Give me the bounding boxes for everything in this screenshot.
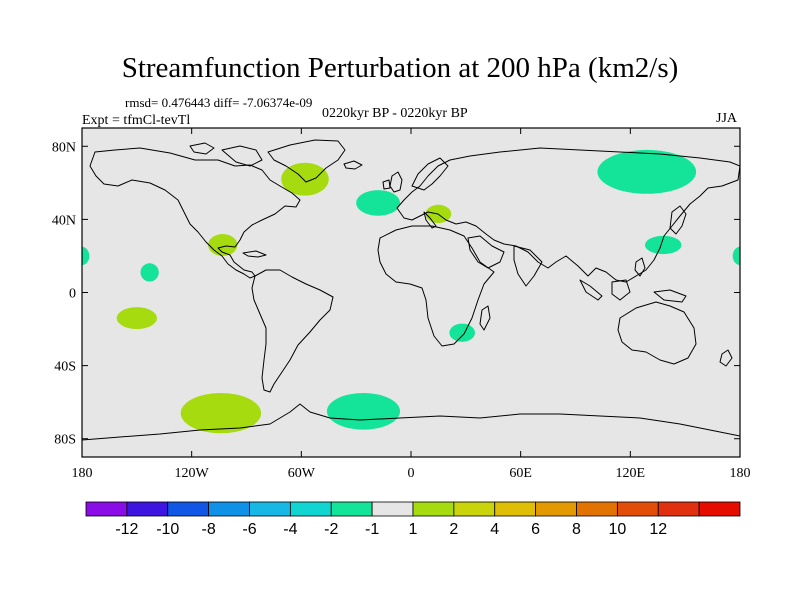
colorbar-label: 12 — [649, 521, 667, 538]
lat-tick-label: 40N — [52, 213, 76, 228]
anomaly-east-asia-north — [597, 149, 697, 194]
colorbar-label: -6 — [242, 521, 256, 538]
colorbar-label: -2 — [324, 521, 338, 538]
colorbar-swatch — [657, 501, 700, 517]
colorbar-label: 8 — [572, 521, 581, 538]
colorbar-label: 2 — [449, 521, 458, 538]
colorbar: -12 -10 -8 -6 -4 -2 -1 1 2 4 6 8 10 12 — [85, 501, 741, 538]
anomaly-east-asia-south — [644, 235, 682, 255]
lat-tick-label: 80S — [54, 433, 76, 448]
anomaly-central-pacific-north — [140, 263, 159, 282]
anomaly-layer — [82, 149, 740, 434]
anomaly-south-pacific-high-lat — [180, 393, 262, 434]
colorbar-label: -12 — [115, 521, 138, 538]
colorbar-swatch — [289, 501, 332, 517]
colorbar-label: -8 — [202, 521, 216, 538]
lon-tick-label: 120E — [616, 466, 646, 481]
anomaly-south-atlantic-high-lat — [326, 393, 401, 430]
lat-tick-label: 80N — [52, 140, 76, 155]
colorbar-swatch — [412, 501, 455, 517]
season-label: JJA — [716, 111, 738, 126]
anomaly-south-pacific — [116, 307, 157, 330]
colorbar-label: 6 — [531, 521, 540, 538]
experiment-label: Expt = tfmCl-tevTl — [82, 113, 191, 128]
anomaly-dateline-east — [732, 246, 740, 266]
colorbar-swatch — [85, 501, 128, 517]
colorbar-swatch — [616, 501, 659, 517]
lon-tick-label: 0 — [408, 466, 415, 481]
colorbar-label: 4 — [490, 521, 499, 538]
lon-tick-label: 60W — [288, 466, 316, 481]
colorbar-swatch — [208, 501, 250, 517]
period-label: 0220kyr BP - 0220kyr BP — [322, 106, 468, 121]
rmsd-diff-stats: rmsd= 0.476443 diff= -7.06374e-09 — [125, 95, 313, 110]
colorbar-swatch — [330, 501, 373, 517]
lon-tick-label: 60E — [509, 466, 532, 481]
colorbar-swatch — [371, 501, 414, 517]
lon-tick-label: 180 — [730, 466, 751, 481]
colorbar-label: 1 — [409, 521, 418, 538]
lat-tick-label: 40S — [54, 360, 76, 375]
colorbar-swatch — [249, 501, 291, 517]
anomaly-north-atlantic-central — [356, 190, 401, 216]
colorbar-swatch — [535, 501, 577, 517]
colorbar-swatch — [453, 501, 496, 517]
lon-tick-label: 180 — [72, 466, 93, 481]
colorbar-label: -1 — [365, 521, 379, 538]
colorbar-swatch — [576, 501, 618, 517]
colorbar-label: -10 — [156, 521, 179, 538]
anomaly-southern-africa — [449, 323, 475, 342]
coastlines — [82, 139, 740, 441]
lon-tick-label: 120W — [175, 466, 210, 481]
colorbar-swatch — [494, 501, 537, 517]
colorbar-swatch — [126, 501, 169, 517]
axis-ticks: 180 120W 60W 0 60E 120E 180 80N 40N 0 40S 80S — [52, 128, 751, 481]
colorbar-swatch — [167, 501, 210, 517]
plot-title: Streamfunction Perturbation at 200 hPa (… — [121, 52, 679, 84]
anomaly-dateline-west — [82, 246, 90, 266]
colorbar-label: -4 — [283, 521, 297, 538]
colorbar-label: 10 — [608, 521, 626, 538]
colorbar-swatch — [698, 501, 741, 517]
lat-tick-label: 0 — [69, 287, 76, 302]
